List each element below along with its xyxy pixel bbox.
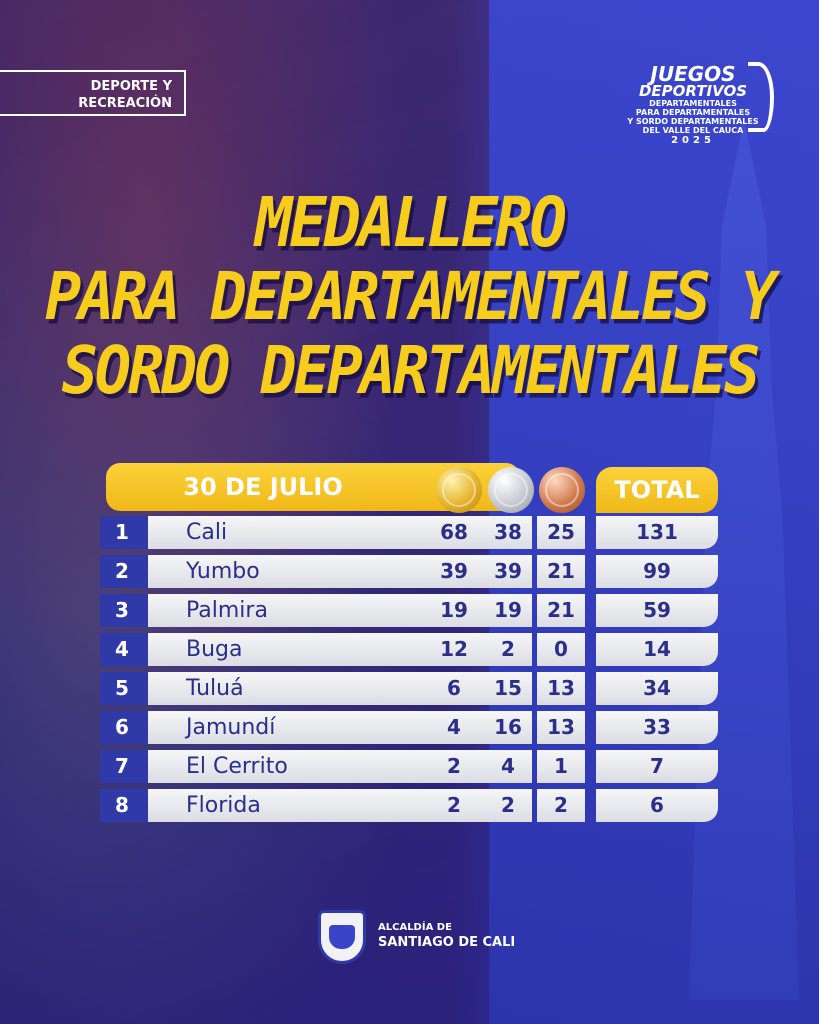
table-row: 2 Yumbo 39 39 21 99	[100, 555, 720, 594]
gold-count: 68	[431, 516, 477, 549]
gold-count: 2	[431, 750, 477, 783]
event-logo: JUEGOS DEPORTIVOS DEPARTAMENTALES PARA D…	[618, 62, 774, 156]
medal-table-rows: 1 Cali 68 38 25 131 2 Yumbo 39 39 21 99 3 Palmira 19 19…	[100, 516, 720, 828]
bronze-count: 25	[537, 516, 585, 549]
rank-cell: 2	[100, 555, 148, 588]
rank-cell: 1	[100, 516, 148, 549]
title-line-1: MEDALLERO	[255, 182, 567, 263]
badge-line-2: RECREACIÓN	[78, 96, 172, 111]
badge-line-1: DEPORTE Y	[90, 79, 172, 94]
total-count: 6	[596, 789, 718, 822]
gold-medal-icon	[436, 467, 482, 513]
bronze-count: 1	[537, 750, 585, 783]
silver-count: 38	[484, 516, 532, 549]
table-row: 1 Cali 68 38 25 131	[100, 516, 720, 555]
bronze-count: 2	[537, 789, 585, 822]
event-logo-year: 2025	[671, 135, 715, 146]
gold-count: 39	[431, 555, 477, 588]
footer-line-1: ALCALDÍA DE	[378, 922, 452, 933]
silver-count: 16	[484, 711, 532, 744]
rank-cell: 7	[100, 750, 148, 783]
table-row: 4 Buga 12 2 0 14	[100, 633, 720, 672]
rank-cell: 8	[100, 789, 148, 822]
total-header: TOTAL	[596, 467, 718, 513]
total-count: 7	[596, 750, 718, 783]
bronze-count: 0	[537, 633, 585, 666]
rank-cell: 6	[100, 711, 148, 744]
total-count: 59	[596, 594, 718, 627]
stadium-photo-background	[0, 0, 490, 1024]
silver-count: 19	[484, 594, 532, 627]
city-shield-icon	[318, 910, 366, 964]
total-count: 131	[596, 516, 718, 549]
event-logo-line-1: JUEGOS	[650, 62, 736, 86]
footer-logo: ALCALDÍA DE SANTIAGO DE CALI	[318, 910, 518, 964]
event-logo-line-6: DEL VALLE DEL CAUCA	[642, 126, 744, 135]
event-logo-line-2: DEPORTIVOS	[638, 82, 748, 100]
title-line-3: SORDO DEPARTAMENTALES	[61, 332, 761, 410]
rank-cell: 3	[100, 594, 148, 627]
table-row: 5 Tuluá 6 15 13 34	[100, 672, 720, 711]
event-logo-line-4: PARA DEPARTAMENTALES	[635, 108, 751, 117]
department-badge: DEPORTE Y RECREACIÓN	[0, 70, 186, 116]
table-row: 8 Florida 2 2 2 6	[100, 789, 720, 828]
footer-line-2: SANTIAGO DE CALI	[378, 935, 516, 950]
table-row: 3 Palmira 19 19 21 59	[100, 594, 720, 633]
silver-count: 39	[484, 555, 532, 588]
total-count: 33	[596, 711, 718, 744]
silver-count: 15	[484, 672, 532, 705]
bronze-count: 21	[537, 594, 585, 627]
title-line-2: PARA DEPARTAMENTALES Y	[45, 258, 777, 336]
total-count: 14	[596, 633, 718, 666]
gold-count: 19	[431, 594, 477, 627]
total-count: 99	[596, 555, 718, 588]
gold-count: 12	[431, 633, 477, 666]
bronze-count: 21	[537, 555, 585, 588]
table-row: 6 Jamundí 4 16 13 33	[100, 711, 720, 750]
event-logo-line-5: Y SORDO DEPARTAMENTALES	[627, 117, 759, 126]
total-count: 34	[596, 672, 718, 705]
gold-count: 6	[431, 672, 477, 705]
bronze-medal-icon	[539, 467, 585, 513]
silver-medal-icon	[488, 467, 534, 513]
event-logo-line-3: DEPARTAMENTALES	[649, 99, 737, 108]
table-row: 7 El Cerrito 2 4 1 7	[100, 750, 720, 789]
bronze-count: 13	[537, 672, 585, 705]
rank-cell: 4	[100, 633, 148, 666]
silver-count: 4	[484, 750, 532, 783]
gold-count: 4	[431, 711, 477, 744]
rank-cell: 5	[100, 672, 148, 705]
gold-count: 2	[431, 789, 477, 822]
page-title: MEDALLERO PARA DEPARTAMENTALES Y SORDO D…	[0, 182, 819, 410]
silver-count: 2	[484, 789, 532, 822]
bronze-count: 13	[537, 711, 585, 744]
flame-icon	[748, 62, 774, 132]
silver-count: 2	[484, 633, 532, 666]
